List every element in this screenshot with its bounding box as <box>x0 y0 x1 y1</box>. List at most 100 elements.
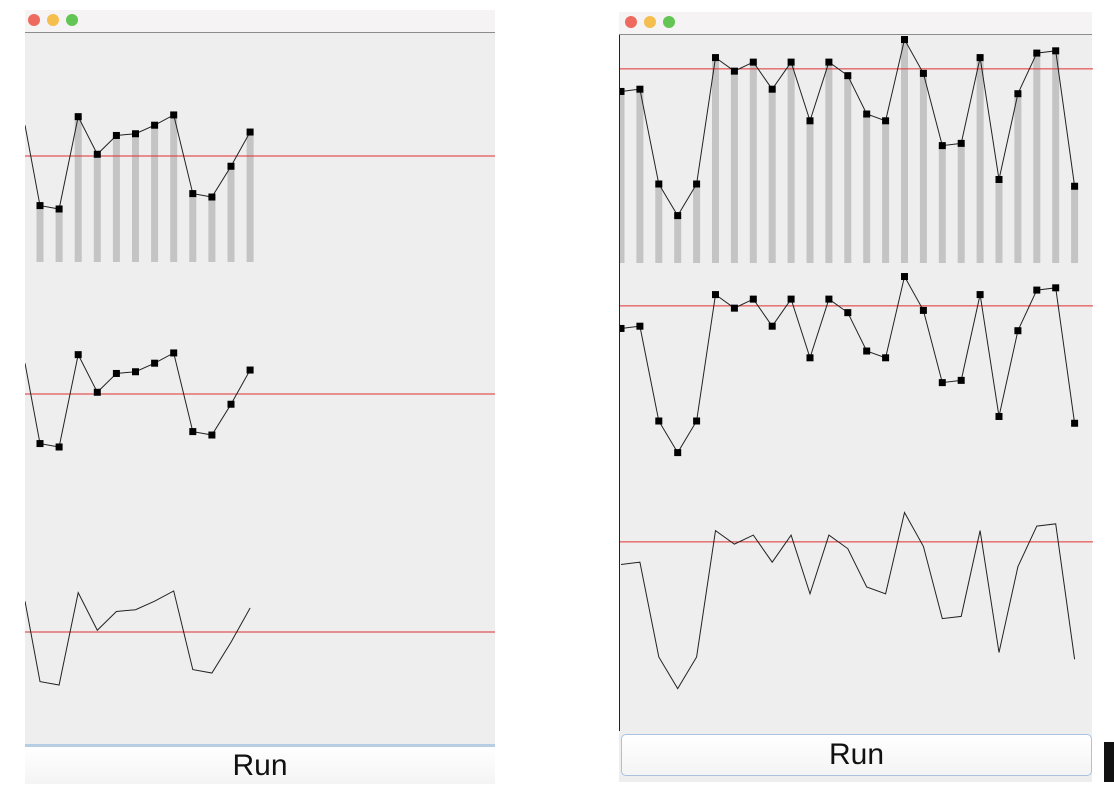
data-point-marker <box>112 369 120 377</box>
series-line <box>25 352 251 448</box>
run-button[interactable]: Run <box>25 744 495 784</box>
chart-panel-1 <box>25 111 495 263</box>
bar <box>655 183 663 263</box>
series-line <box>620 275 1076 454</box>
data-point-marker <box>976 291 984 299</box>
bar <box>844 75 852 263</box>
bar <box>712 57 719 263</box>
data-point-marker <box>674 449 682 457</box>
bar <box>112 135 120 262</box>
data-point-marker <box>170 349 178 357</box>
data-point-marker <box>189 428 197 436</box>
data-point-marker <box>825 58 833 66</box>
bar <box>636 89 644 263</box>
bar <box>976 57 984 263</box>
data-point-marker <box>227 162 235 170</box>
data-point-marker <box>712 291 719 299</box>
series-line <box>25 590 251 686</box>
title-bar <box>25 10 495 33</box>
data-point-marker <box>730 304 738 312</box>
data-point-marker <box>957 376 965 384</box>
data-point-marker <box>93 388 101 396</box>
maximize-window-icon[interactable] <box>66 14 78 26</box>
plot-svg <box>25 111 495 686</box>
bar <box>749 62 757 264</box>
data-point-marker <box>693 417 701 425</box>
chart-panel-3 <box>25 590 495 686</box>
close-window-icon[interactable] <box>28 14 40 26</box>
data-point-marker <box>55 443 63 451</box>
plot-canvas <box>25 33 495 738</box>
data-point-marker <box>919 69 927 77</box>
data-point-marker <box>787 58 795 66</box>
plot-svg <box>620 36 1093 690</box>
bar <box>995 179 1003 263</box>
data-point-marker <box>730 67 738 75</box>
bar <box>674 215 682 263</box>
data-point-marker <box>620 324 625 332</box>
data-point-marker <box>825 295 833 303</box>
data-point-marker <box>36 202 44 210</box>
data-point-marker <box>1052 47 1060 55</box>
bar <box>863 114 871 263</box>
bar <box>620 91 625 263</box>
bar <box>938 145 946 263</box>
minimize-window-icon[interactable] <box>644 16 656 28</box>
data-point-marker <box>132 130 139 138</box>
data-point-marker <box>863 110 871 118</box>
bar <box>208 197 216 262</box>
data-point-marker <box>112 131 120 139</box>
bar <box>919 73 927 263</box>
data-point-marker <box>844 309 852 317</box>
data-point-marker <box>712 54 719 62</box>
data-point-marker <box>1071 419 1079 427</box>
bar <box>693 183 701 263</box>
data-point-marker <box>151 359 159 367</box>
series-line <box>620 511 1076 690</box>
data-point-marker <box>995 175 1003 183</box>
close-window-icon[interactable] <box>625 16 637 28</box>
data-point-marker <box>36 440 44 448</box>
data-point-marker <box>882 354 890 362</box>
data-point-marker <box>1071 182 1079 190</box>
bar <box>170 114 178 262</box>
bar <box>93 154 101 262</box>
data-point-marker <box>749 58 757 66</box>
data-point-marker <box>208 431 216 439</box>
bar <box>730 71 738 263</box>
data-point-marker <box>976 54 984 62</box>
data-point-marker <box>938 379 946 387</box>
data-point-marker <box>93 150 101 158</box>
bar <box>806 120 814 263</box>
data-point-marker <box>882 117 890 125</box>
data-point-marker <box>655 180 663 188</box>
bar <box>151 125 159 262</box>
data-point-marker <box>901 273 908 281</box>
bar <box>768 89 776 263</box>
data-point-marker <box>636 85 644 93</box>
data-point-marker <box>1052 284 1060 292</box>
data-point-marker <box>1014 90 1022 98</box>
data-point-marker <box>938 142 946 150</box>
data-point-marker <box>787 295 795 303</box>
bar <box>74 116 82 263</box>
minimize-window-icon[interactable] <box>47 14 59 26</box>
data-point-marker <box>55 205 63 213</box>
data-point-marker <box>246 366 254 374</box>
chart-panel-1 <box>620 36 1093 264</box>
maximize-window-icon[interactable] <box>663 16 675 28</box>
data-point-marker <box>957 139 965 147</box>
data-point-marker <box>806 117 814 125</box>
data-point-marker <box>768 322 776 330</box>
data-point-marker <box>919 306 927 314</box>
data-point-marker <box>1033 286 1041 294</box>
left-window: Run <box>25 10 495 784</box>
bar <box>189 193 197 262</box>
data-point-marker <box>636 322 644 330</box>
title-bar <box>619 12 1092 35</box>
data-point-marker <box>189 190 197 198</box>
bar <box>1014 93 1022 264</box>
run-button[interactable]: Run <box>621 734 1092 776</box>
bar <box>957 143 965 263</box>
bar <box>787 62 795 264</box>
